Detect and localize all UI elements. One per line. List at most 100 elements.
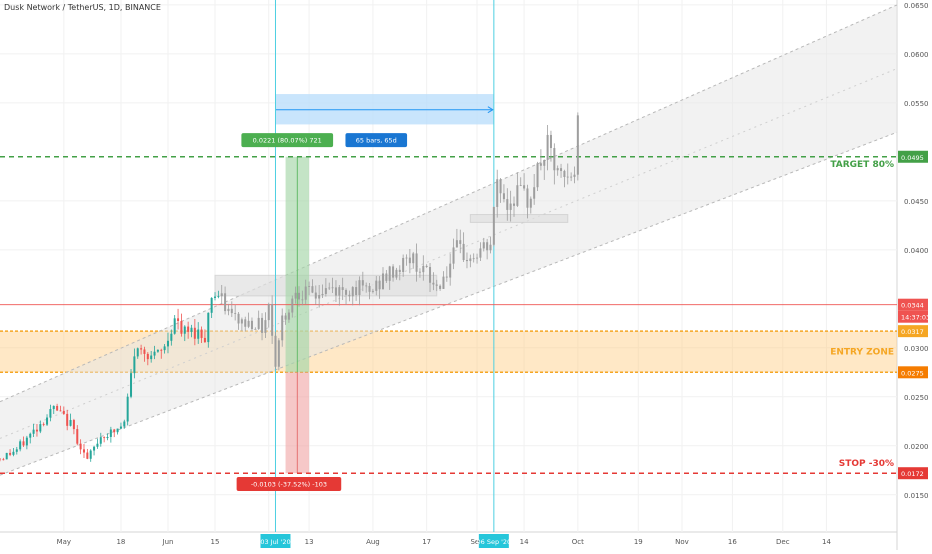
candle-body: [418, 271, 421, 273]
candle-body: [341, 287, 344, 291]
last-price-badge: 0.0344: [901, 302, 924, 310]
candle-body: [96, 443, 99, 447]
range-end-date-badge: 06 Sep '20: [476, 538, 511, 546]
entry-top-badge-bg: [898, 325, 928, 338]
x-tick-label: Sep: [470, 538, 484, 546]
candle-body: [19, 441, 22, 450]
candle-body: [291, 298, 294, 313]
candle-body: [388, 266, 391, 281]
candle-body: [193, 327, 196, 339]
stop-label: STOP -30%: [839, 459, 894, 469]
candle-body: [42, 424, 45, 425]
candle-body: [72, 420, 75, 430]
trend-channel-fill: [0, 4, 897, 476]
candle-body: [566, 176, 569, 178]
bars-measure-label: 65 bars, 65d: [356, 137, 397, 145]
candle-body: [516, 185, 519, 206]
candle-body: [0, 458, 2, 460]
candle-body: [523, 185, 526, 189]
candle-body: [308, 286, 311, 287]
candle-body: [318, 295, 321, 299]
candle-body: [365, 285, 368, 287]
candle-body: [519, 185, 522, 187]
candle-body: [177, 318, 180, 321]
x-tick-label: Dec: [776, 538, 790, 546]
target-price-badge-bg: [898, 150, 928, 163]
candle-body: [156, 349, 159, 352]
candle-body: [170, 333, 173, 341]
candle-body: [5, 452, 8, 460]
candle-body: [284, 315, 287, 320]
candle-body: [52, 405, 55, 410]
candle-body: [281, 315, 284, 341]
candle-body: [200, 329, 203, 338]
candle-body: [76, 429, 79, 444]
range-arrow-head: [487, 106, 494, 114]
gain-measure-label-bg: [241, 133, 334, 148]
x-tick-label: Aug: [366, 538, 380, 546]
candle-body: [361, 280, 364, 286]
entry-bottom-badge-bg: [898, 366, 928, 379]
candle-body: [381, 273, 384, 290]
candle-body: [62, 410, 65, 414]
candle-body: [207, 312, 210, 343]
candle-body: [499, 179, 502, 194]
candle-body: [482, 242, 485, 249]
candle-body: [123, 421, 126, 427]
candle-body: [311, 286, 314, 293]
candle-body: [459, 240, 462, 244]
candle-body: [506, 199, 509, 210]
x-tick-label: 14: [822, 538, 831, 546]
candle-body: [563, 170, 566, 177]
candle-body: [143, 349, 146, 354]
candle-body: [214, 296, 217, 298]
candle-body: [375, 280, 378, 291]
countdown-badge: 14:37:03: [901, 314, 930, 322]
candle-body: [126, 396, 129, 422]
candle-body: [183, 326, 186, 334]
candle-body: [130, 373, 133, 397]
y-tick-label: 0.0450: [904, 198, 929, 206]
candles: [0, 112, 579, 462]
candle-body: [160, 349, 163, 351]
candle-body: [136, 348, 139, 357]
candle-body: [254, 328, 257, 330]
candle-body: [425, 265, 428, 267]
candle-body: [277, 340, 280, 367]
candle-body: [93, 446, 96, 451]
candle-body: [476, 257, 479, 259]
candle-body: [314, 292, 317, 299]
candle-body: [163, 346, 166, 351]
candle-body: [217, 296, 220, 298]
candle-body: [304, 286, 307, 300]
x-tick-label: 13: [305, 538, 314, 546]
candle-body: [35, 429, 38, 432]
candle-body: [442, 276, 445, 289]
candle-body: [345, 290, 348, 295]
y-tick-label: 0.0200: [904, 443, 929, 451]
x-tick-label: May: [57, 538, 71, 546]
candle-body: [492, 206, 495, 245]
candle-body: [133, 356, 136, 374]
candle-body: [150, 355, 153, 360]
candle-body: [230, 308, 233, 314]
candle-body: [116, 428, 119, 433]
candle-body: [294, 292, 297, 299]
candle-body: [331, 287, 334, 289]
last-price-badge-bg: [898, 298, 928, 311]
candle-body: [69, 420, 72, 426]
candle-body: [173, 318, 176, 334]
candle-body: [119, 426, 122, 429]
candle-body: [109, 429, 112, 437]
x-tick-label: 14: [520, 538, 529, 546]
candle-body: [247, 320, 250, 327]
candle-body: [526, 188, 529, 208]
candle-body: [287, 312, 290, 320]
target-label: TARGET 80%: [830, 160, 894, 170]
candle-body: [533, 187, 536, 199]
trend-channel-upper: [0, 4, 898, 403]
candle-body: [435, 284, 438, 286]
countdown-badge-bg: [898, 310, 928, 323]
candle-body: [234, 313, 237, 314]
